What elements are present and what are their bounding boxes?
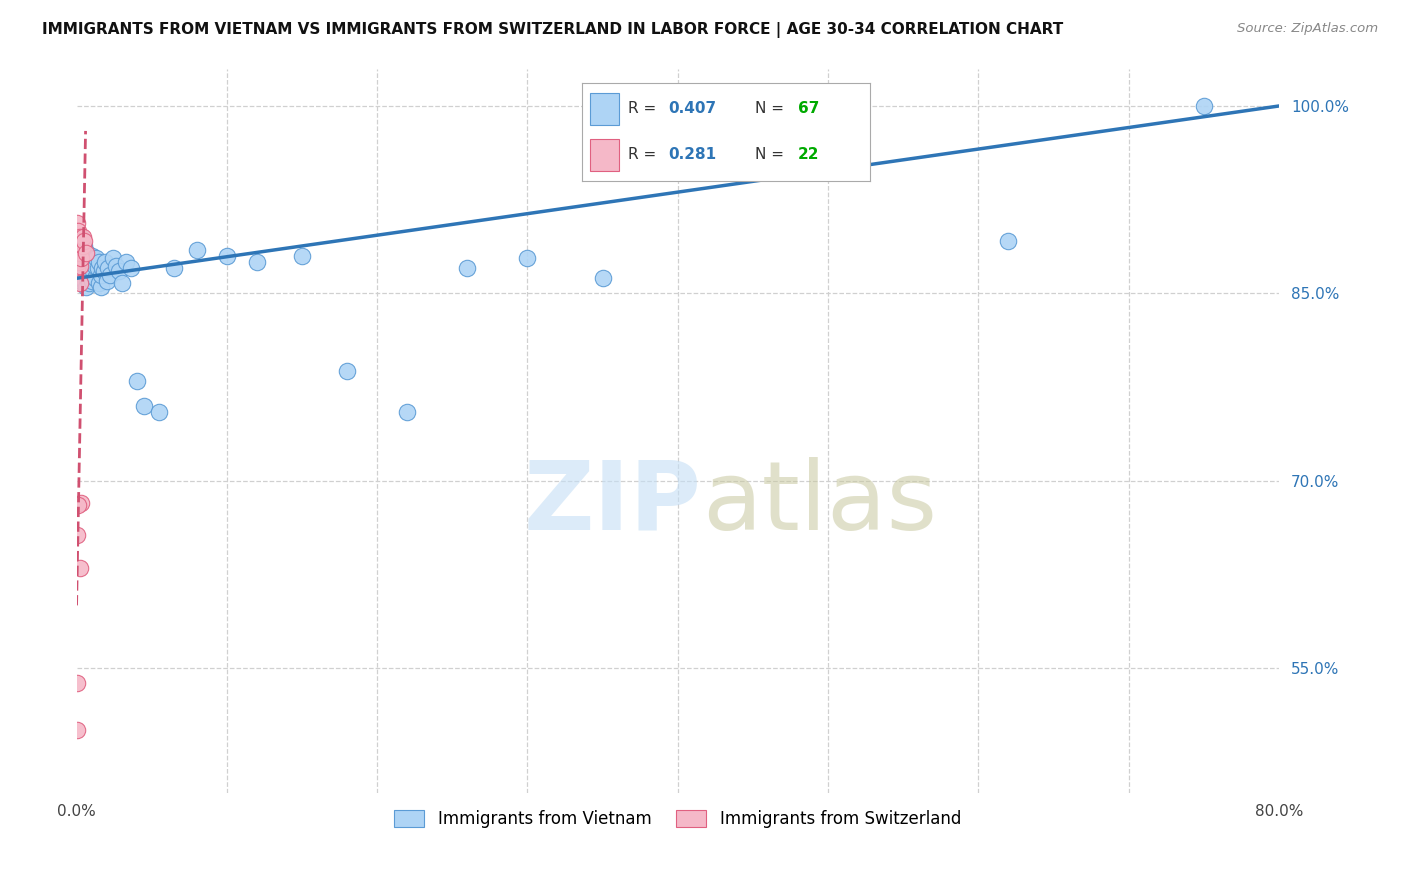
Point <box>125 374 148 388</box>
Point <box>70 249 93 263</box>
Text: ZIP: ZIP <box>524 457 702 549</box>
Point <box>215 249 238 263</box>
Point <box>65 224 87 238</box>
Point <box>396 405 419 419</box>
Point <box>67 255 90 269</box>
Point <box>76 259 98 273</box>
Point <box>75 268 97 282</box>
Point <box>65 528 87 542</box>
Point <box>76 246 98 260</box>
Point <box>77 264 100 278</box>
Point <box>87 255 110 269</box>
Point <box>65 216 87 230</box>
Point <box>79 268 101 282</box>
Point <box>70 230 93 244</box>
Point <box>67 239 90 253</box>
Point <box>70 496 93 510</box>
Point <box>90 280 112 294</box>
Point <box>104 259 127 273</box>
Point <box>69 261 91 276</box>
Point <box>148 405 170 419</box>
Point <box>82 264 104 278</box>
Point <box>67 230 90 244</box>
Point <box>115 255 138 269</box>
Text: IMMIGRANTS FROM VIETNAM VS IMMIGRANTS FROM SWITZERLAND IN LABOR FORCE | AGE 30-3: IMMIGRANTS FROM VIETNAM VS IMMIGRANTS FR… <box>42 22 1063 38</box>
Point <box>163 261 186 276</box>
Point <box>67 236 90 251</box>
Point <box>80 274 103 288</box>
Point <box>69 561 91 575</box>
Point <box>516 252 538 266</box>
Point <box>98 268 121 282</box>
Point <box>82 252 104 266</box>
Point <box>75 255 97 269</box>
Point <box>65 249 87 263</box>
Point <box>76 271 98 285</box>
Point <box>91 261 114 276</box>
Point <box>93 264 115 278</box>
Point <box>70 274 93 288</box>
Point <box>69 259 91 273</box>
Point <box>111 277 134 291</box>
Legend: Immigrants from Vietnam, Immigrants from Switzerland: Immigrants from Vietnam, Immigrants from… <box>388 804 967 835</box>
Text: atlas: atlas <box>702 457 936 549</box>
Point <box>72 230 94 244</box>
Point <box>65 261 87 276</box>
Point <box>79 255 101 269</box>
Point <box>73 234 96 248</box>
Point <box>73 274 96 288</box>
Point <box>65 723 87 738</box>
Point <box>67 224 90 238</box>
Point <box>77 252 100 266</box>
Point <box>94 255 117 269</box>
Point <box>87 277 110 291</box>
Point <box>75 246 97 260</box>
Point <box>592 271 614 285</box>
Point <box>67 246 90 260</box>
Point <box>65 230 87 244</box>
Point <box>291 249 314 263</box>
Point <box>69 249 91 263</box>
Point <box>107 264 129 278</box>
Point <box>96 274 118 288</box>
Point <box>336 364 359 378</box>
Point <box>72 255 94 269</box>
Point <box>69 277 91 291</box>
Point <box>83 259 105 273</box>
Point <box>67 499 90 513</box>
Point <box>72 268 94 282</box>
Point <box>134 399 156 413</box>
Point <box>65 675 87 690</box>
Point <box>84 252 107 266</box>
Point <box>69 230 91 244</box>
Point <box>73 239 96 253</box>
Point <box>90 268 112 282</box>
Point <box>73 252 96 266</box>
Point <box>80 249 103 263</box>
Point <box>97 261 120 276</box>
Point <box>77 277 100 291</box>
Point <box>67 249 90 263</box>
Point <box>72 239 94 253</box>
Point <box>65 239 87 253</box>
Point <box>83 271 105 285</box>
Point <box>70 234 93 248</box>
Point <box>186 243 208 257</box>
Text: Source: ZipAtlas.com: Source: ZipAtlas.com <box>1237 22 1378 36</box>
Point <box>70 252 93 266</box>
Point <box>86 261 108 276</box>
Point <box>69 246 91 260</box>
Point <box>101 252 124 266</box>
Point <box>1192 99 1215 113</box>
Point <box>997 234 1019 248</box>
Point <box>246 255 269 269</box>
Point <box>120 261 142 276</box>
Point <box>75 280 97 294</box>
Point <box>456 261 478 276</box>
Point <box>80 261 103 276</box>
